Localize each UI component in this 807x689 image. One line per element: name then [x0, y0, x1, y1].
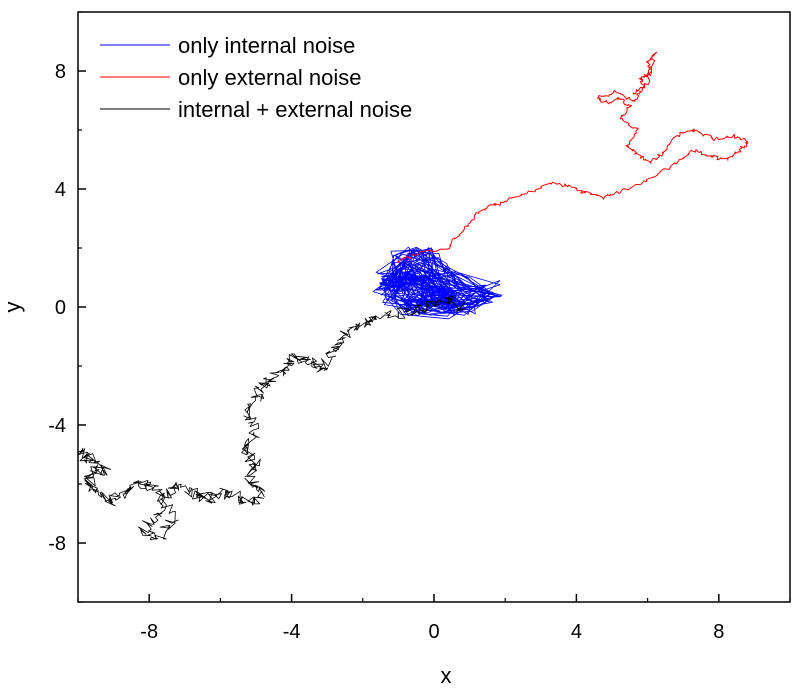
y-tick-label: -4 — [48, 415, 66, 437]
y-tick-label: -8 — [48, 533, 66, 555]
axes: -8 -4 0 4 8 8 4 0 -4 -8 — [48, 11, 791, 643]
y-tick-label: 8 — [55, 61, 66, 83]
legend-label: only external noise — [178, 65, 361, 90]
x-tick-label: 0 — [428, 621, 439, 643]
plot-area — [78, 51, 749, 541]
series-line-internal-external-noise — [78, 295, 466, 541]
x-tick-label: -8 — [140, 621, 158, 643]
series-line-only-internal-noise — [372, 246, 503, 320]
y-tick-label: 0 — [55, 297, 66, 319]
x-axis-label: x — [441, 663, 452, 688]
y-tick-label: 4 — [55, 179, 66, 201]
series-line-only-external-noise — [396, 51, 749, 263]
legend-label: internal + external noise — [178, 97, 412, 122]
legend-label: only internal noise — [178, 33, 355, 58]
legend: only internal noise only external noise in… — [100, 33, 412, 122]
x-tick-label: 4 — [571, 621, 582, 643]
y-axis-label: y — [0, 302, 25, 313]
x-tick-label: -4 — [283, 621, 301, 643]
x-tick-label: 8 — [713, 621, 724, 643]
